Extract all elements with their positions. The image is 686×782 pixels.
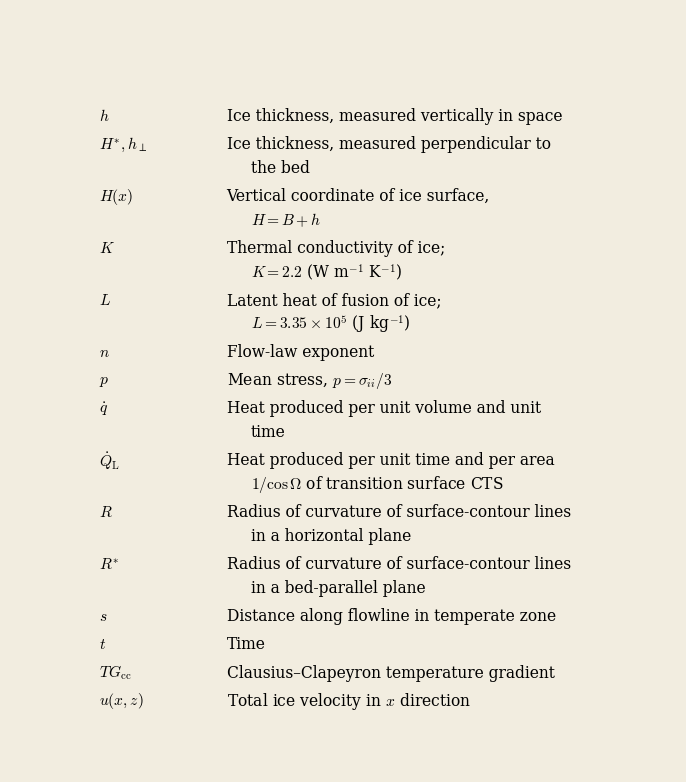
Text: Heat produced per unit volume and unit: Heat produced per unit volume and unit [226,400,541,418]
Text: $h$: $h$ [99,108,110,125]
Text: $H^{*}, h_{\perp}$: $H^{*}, h_{\perp}$ [99,135,147,154]
Text: Total ice velocity in $x$ direction: Total ice velocity in $x$ direction [226,691,471,712]
Text: Flow-law exponent: Flow-law exponent [226,344,374,361]
Text: $H(x)$: $H(x)$ [99,187,133,206]
Text: Radius of curvature of surface-contour lines: Radius of curvature of surface-contour l… [226,504,571,522]
Text: $R$: $R$ [99,504,113,522]
Text: Mean stress, $p = \sigma_{ii}/3$: Mean stress, $p = \sigma_{ii}/3$ [226,371,392,391]
Text: $\dot{q}$: $\dot{q}$ [99,400,108,418]
Text: $H = B + h$: $H = B + h$ [250,212,321,229]
Text: Latent heat of fusion of ice;: Latent heat of fusion of ice; [226,292,441,309]
Text: Vertical coordinate of ice surface,: Vertical coordinate of ice surface, [226,188,490,205]
Text: in a horizontal plane: in a horizontal plane [250,528,411,545]
Text: Radius of curvature of surface-contour lines: Radius of curvature of surface-contour l… [226,556,571,573]
Text: $\dot{Q}_{\mathrm{L}}$: $\dot{Q}_{\mathrm{L}}$ [99,450,120,472]
Text: $p$: $p$ [99,372,109,389]
Text: in a bed-parallel plane: in a bed-parallel plane [250,580,425,597]
Text: time: time [250,424,285,441]
Text: Thermal conductivity of ice;: Thermal conductivity of ice; [226,240,445,257]
Text: $1/\cos \Omega$ of transition surface CTS: $1/\cos \Omega$ of transition surface CT… [250,474,504,495]
Text: $K = 2.2$ (W m$^{-1}$ K$^{-1}$): $K = 2.2$ (W m$^{-1}$ K$^{-1}$) [250,262,402,283]
Text: Ice thickness, measured vertically in space: Ice thickness, measured vertically in sp… [226,108,562,125]
Text: $R^{*}$: $R^{*}$ [99,556,119,573]
Text: the bed: the bed [250,160,309,177]
Text: Ice thickness, measured perpendicular to: Ice thickness, measured perpendicular to [226,136,551,153]
Text: $s$: $s$ [99,608,108,626]
Text: Time: Time [226,637,265,654]
Text: $L = 3.35 \times 10^{5}$ (J kg$^{-1}$): $L = 3.35 \times 10^{5}$ (J kg$^{-1}$) [250,314,410,335]
Text: Clausius–Clapeyron temperature gradient: Clausius–Clapeyron temperature gradient [226,665,554,682]
Text: Distance along flowline in temperate zone: Distance along flowline in temperate zon… [226,608,556,626]
Text: Heat produced per unit time and per area: Heat produced per unit time and per area [226,452,554,469]
Text: $n$: $n$ [99,344,110,361]
Text: $K$: $K$ [99,240,115,257]
Text: $L$: $L$ [99,292,111,309]
Text: $u(x, z)$: $u(x, z)$ [99,691,143,711]
Text: $TG_{\mathrm{cc}}$: $TG_{\mathrm{cc}}$ [99,664,132,683]
Text: $t$: $t$ [99,637,106,654]
